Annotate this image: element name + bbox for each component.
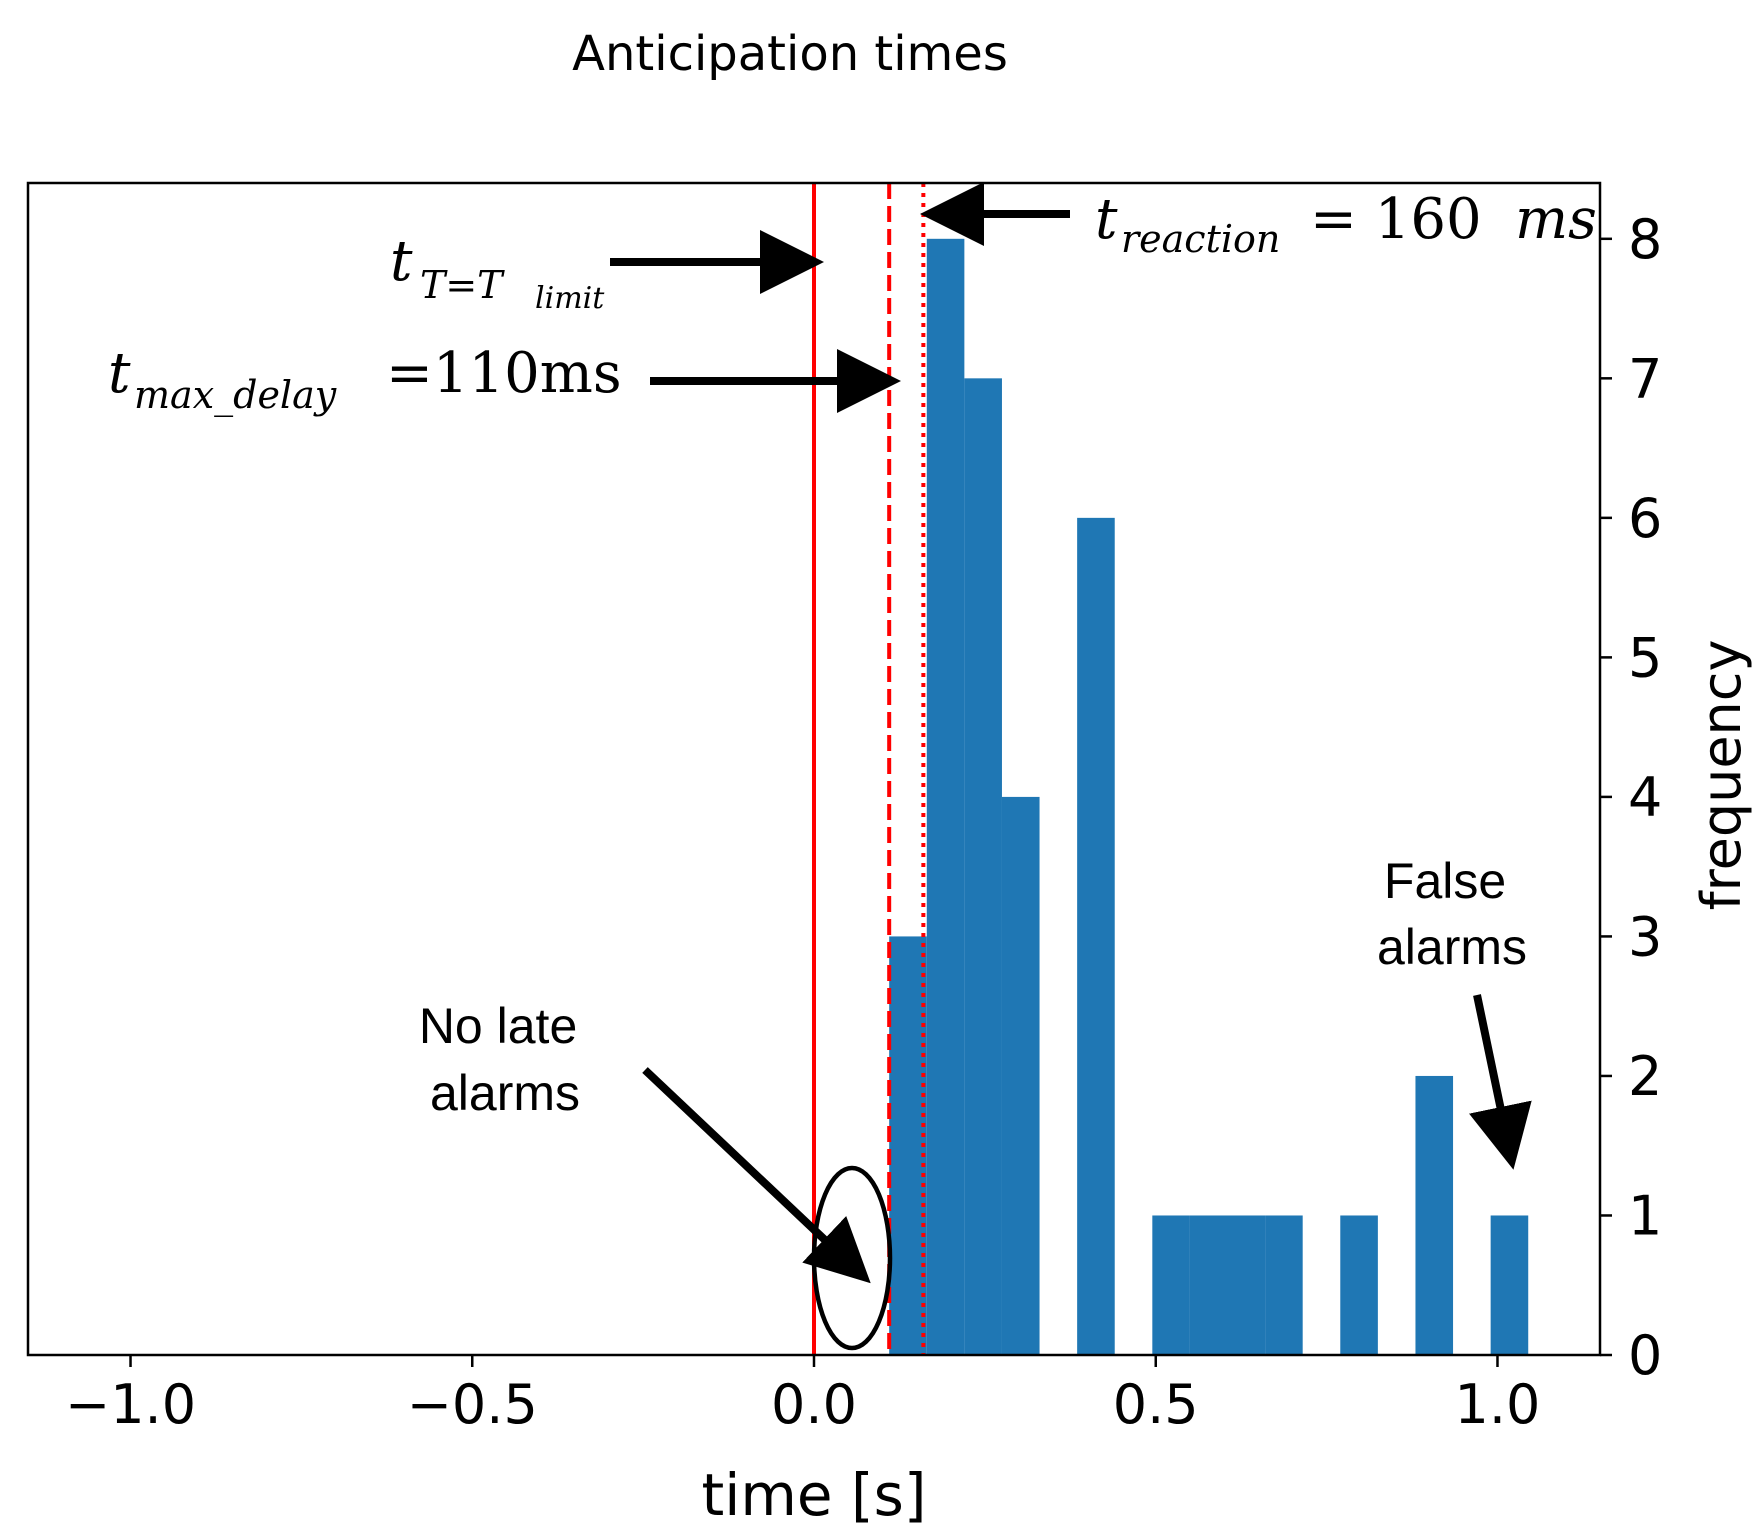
y-tick-label: 0: [1628, 1324, 1662, 1387]
annotation-t-reaction: t reaction = 160 ms: [1095, 187, 1597, 261]
bar-0: [889, 936, 927, 1355]
annotation-false-alarms: False alarms: [1377, 853, 1527, 975]
y-axis-ticks: 0 1 2 3 4 5 6 7 8: [1600, 208, 1662, 1387]
y-tick-label: 3: [1628, 905, 1662, 968]
annotation-t-limit: t T=T limit: [390, 229, 605, 316]
bar-10: [1415, 1075, 1454, 1355]
bar-6: [1189, 1215, 1228, 1355]
x-tick-label: −0.5: [407, 1373, 538, 1436]
y-tick-label: 5: [1628, 626, 1662, 689]
y-tick-label: 4: [1628, 766, 1662, 829]
y-tick-label: 7: [1628, 347, 1662, 410]
y-axis-label: frequency: [1690, 640, 1753, 911]
annotation-t-max-delay: t max_delay =110ms: [108, 341, 622, 418]
bars-group: [889, 238, 1529, 1355]
x-tick-label: 0.0: [771, 1373, 857, 1436]
y-tick-label: 2: [1628, 1045, 1662, 1108]
bar-5: [1152, 1215, 1190, 1355]
y-tick-label: 8: [1628, 208, 1662, 271]
x-axis-ticks: −1.0 −0.5 0.0 0.5 1.0: [65, 1355, 1540, 1436]
x-axis-label: time [s]: [702, 1461, 927, 1529]
bar-11: [1490, 1215, 1529, 1355]
bar-8: [1265, 1215, 1303, 1355]
y-tick-label: 6: [1628, 487, 1662, 550]
bar-9: [1340, 1215, 1378, 1355]
arrow-false-alarms: [1469, 994, 1532, 1170]
arrow-no-late-alarms: [642, 1067, 871, 1284]
y-tick-label: 1: [1628, 1184, 1662, 1247]
annotation-no-late-alarms: No late alarms: [419, 998, 591, 1121]
x-tick-label: 0.5: [1113, 1373, 1199, 1436]
bar-4: [1077, 517, 1115, 1355]
x-tick-label: 1.0: [1455, 1373, 1541, 1436]
bar-2: [964, 378, 1002, 1355]
chart-title: Anticipation times: [572, 26, 1008, 82]
bar-1: [926, 238, 965, 1355]
bar-7: [1227, 1215, 1266, 1355]
bar-3: [1001, 796, 1040, 1355]
x-tick-label: −1.0: [65, 1373, 196, 1436]
no-late-alarms-ellipse: [811, 1165, 893, 1351]
